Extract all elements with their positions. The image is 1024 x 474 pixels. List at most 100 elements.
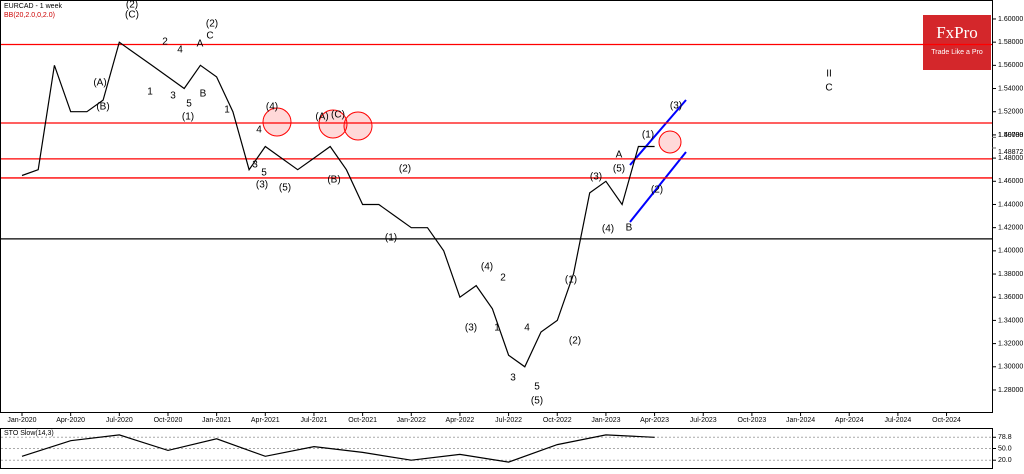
- x-tick-label: Apr-2024: [835, 417, 864, 424]
- x-tick-label: Apr-2020: [56, 417, 85, 424]
- wave-label: 2: [500, 273, 506, 284]
- wave-label: B: [626, 223, 633, 234]
- wave-label: (A): [93, 78, 106, 89]
- wave-label: (2): [206, 19, 218, 30]
- wave-label: 1: [224, 105, 230, 116]
- wave-label: (4): [602, 224, 614, 235]
- wave-label: 3: [252, 160, 258, 171]
- y-tick-label: 50.0: [998, 445, 1012, 452]
- price-line: [21, 41, 655, 368]
- wave-label: 3: [170, 91, 176, 102]
- wave-label: B: [200, 89, 207, 100]
- logo-tagline: Trade Like a Pro: [931, 49, 983, 56]
- wave-label: 1: [494, 323, 500, 334]
- wave-label: A: [616, 150, 623, 161]
- y-tick-label: 1.54000: [998, 85, 1023, 92]
- wave-label: (2): [399, 164, 411, 175]
- wave-label: 4: [524, 323, 530, 334]
- wave-label: 5: [534, 382, 540, 393]
- x-tick-label: Jul-2023: [690, 417, 717, 424]
- wave-label: 3: [510, 373, 516, 384]
- x-tick-label: Jan-2021: [202, 417, 231, 424]
- wave-label: 2: [162, 37, 168, 48]
- x-tick-label: Jul-2024: [884, 417, 911, 424]
- x-tick-label: Apr-2021: [251, 417, 280, 424]
- wave-label: (3): [590, 172, 602, 183]
- wave-label: 5: [261, 168, 267, 179]
- y-tick-label: 1.60000: [998, 16, 1023, 23]
- y-tick-label: 1.46000: [998, 178, 1023, 185]
- sto-title: STO Slow(14,3): [4, 430, 54, 437]
- x-tick-label: Jan-2024: [786, 417, 815, 424]
- x-tick-label: Apr-2023: [640, 417, 669, 424]
- price-line: [21, 434, 655, 463]
- wave-label: (A): [315, 112, 328, 123]
- x-tick-label: Oct-2020: [154, 417, 183, 424]
- y-tick-label: 1.52000: [998, 109, 1023, 116]
- highlight-circle: [343, 111, 373, 141]
- wave-label: C: [206, 31, 213, 42]
- y-tick-label: 78.8: [998, 434, 1012, 441]
- y-tick-label: 1.48000: [998, 155, 1023, 162]
- wave-label: (3): [670, 101, 682, 112]
- y-tick-label: 1.42000: [998, 225, 1023, 232]
- wave-label: (3): [256, 180, 268, 191]
- x-tick-label: Jul-2020: [106, 417, 133, 424]
- wave-label: A: [197, 39, 204, 50]
- wave-label: (4): [266, 102, 278, 113]
- wave-label: (5): [531, 396, 543, 407]
- wave-label: (1): [182, 112, 194, 123]
- wave-label: (C): [125, 10, 139, 21]
- y-tick-label: 20.0: [998, 457, 1012, 464]
- y-tick-label: 1.38000: [998, 271, 1023, 278]
- y-tick-label: 1.58000: [998, 39, 1023, 46]
- chart-title: EURCAD - 1 week: [4, 3, 62, 10]
- wave-label: (1): [642, 130, 654, 141]
- y-tick-label: 1.56000: [998, 62, 1023, 69]
- y-tick-label: 1.30000: [998, 364, 1023, 371]
- highlight-circle: [262, 107, 292, 137]
- y-tick-label: 1.28000: [998, 387, 1023, 394]
- x-tick-label: Jul-2021: [301, 417, 328, 424]
- wave-label: II: [826, 69, 832, 80]
- highlight-circle: [658, 130, 682, 154]
- y-tick-label: 1.44000: [998, 201, 1023, 208]
- wave-label: (1): [565, 275, 577, 286]
- wave-label: 4: [256, 125, 262, 136]
- wave-label: (1): [385, 233, 397, 244]
- y-tick-label: 1.34000: [998, 317, 1023, 324]
- wave-label: (B): [96, 102, 109, 113]
- y-tick-label: 1.40000: [998, 248, 1023, 255]
- wave-label: (2): [126, 0, 138, 11]
- indicator-label: BB(20,2.0,0,2.0): [4, 12, 55, 19]
- wave-label: (2): [569, 336, 581, 347]
- x-tick-label: Oct-2023: [738, 417, 767, 424]
- x-tick-label: Oct-2021: [348, 417, 377, 424]
- wave-label: 5: [186, 99, 192, 110]
- y-tick-label: 1.32000: [998, 340, 1023, 347]
- price-label: 1.48872: [998, 149, 1023, 156]
- channel-line: [629, 151, 687, 223]
- y-tick-label: 1.50000: [998, 132, 1023, 139]
- main-frame: [0, 0, 993, 413]
- wave-label: 1: [147, 87, 153, 98]
- channel-line: [629, 99, 687, 166]
- price-label: 1.49788: [998, 132, 1023, 139]
- x-tick-label: Jan-2020: [7, 417, 36, 424]
- x-tick-label: Oct-2022: [543, 417, 572, 424]
- wave-label: (C): [331, 110, 345, 121]
- x-tick-label: Jul-2022: [495, 417, 522, 424]
- wave-label: (5): [279, 183, 291, 194]
- x-tick-label: Jan-2023: [591, 417, 620, 424]
- wave-label: (B): [327, 175, 340, 186]
- wave-label: C: [825, 83, 832, 94]
- logo: [923, 15, 991, 70]
- wave-label: (4): [481, 262, 493, 273]
- y-tick-label: 1.36000: [998, 294, 1023, 301]
- highlight-circle: [318, 109, 348, 139]
- logo-brand: FxPro: [936, 23, 978, 42]
- wave-label: (3): [465, 323, 477, 334]
- x-tick-label: Apr-2022: [446, 417, 475, 424]
- wave-label: 4: [177, 45, 183, 56]
